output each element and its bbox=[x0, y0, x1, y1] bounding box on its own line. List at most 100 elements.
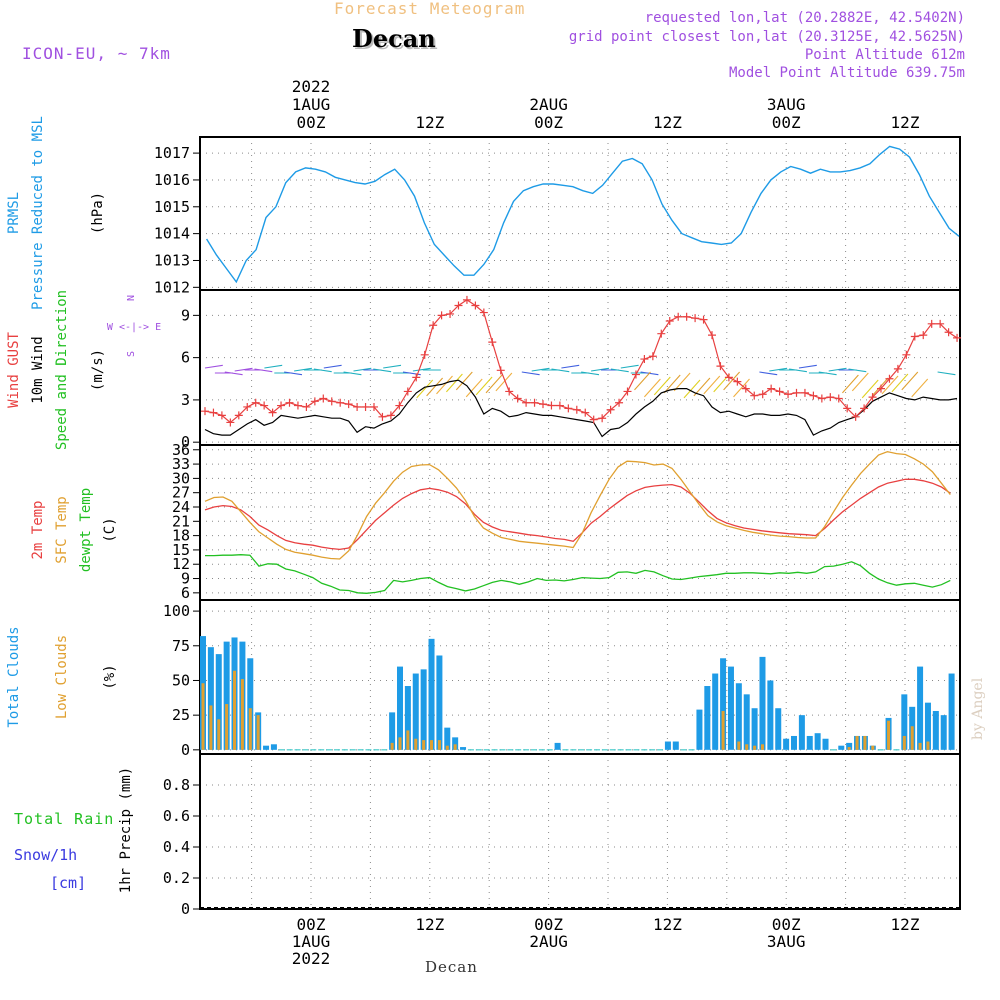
low-cloud-bar bbox=[233, 670, 237, 750]
top-time-label-2-1: 12Z bbox=[415, 113, 444, 132]
temp-2m-series-line bbox=[204, 478, 951, 551]
low-cloud-bar bbox=[437, 740, 441, 750]
precip-legend-unit: [cm] bbox=[50, 874, 86, 892]
top-time-label-1-3: 00Z bbox=[297, 113, 326, 132]
wind-direction-arrow bbox=[937, 371, 956, 376]
top-time-label-5-1: 3AUG bbox=[767, 95, 806, 114]
total-cloud-bar bbox=[207, 647, 214, 750]
panel5-ytick-label-5: 0.8 bbox=[163, 776, 190, 794]
panel3-ytick-label-10: 33 bbox=[172, 455, 190, 473]
wind-direction-arrow bbox=[521, 371, 540, 376]
panel4-axis-label-1: Total Clouds bbox=[6, 626, 22, 727]
low-cloud-bar bbox=[414, 738, 418, 750]
low-cloud-bar bbox=[863, 735, 867, 750]
panel1-axis-label-3: (hPa) bbox=[90, 192, 106, 234]
wind-direction-arrow bbox=[653, 376, 671, 396]
wind-direction-arrow bbox=[798, 364, 817, 369]
wind-direction-arrow bbox=[703, 375, 721, 395]
panel3-ytick-label-7: 24 bbox=[172, 498, 190, 516]
panel3-ytick-label-11: 36 bbox=[172, 441, 190, 459]
bottom-time-label-5-1: 00Z bbox=[772, 915, 801, 934]
total-cloud-bar bbox=[720, 658, 727, 750]
panel4-frame bbox=[199, 599, 961, 755]
total-cloud-bar bbox=[791, 735, 797, 750]
total-cloud-bar bbox=[735, 683, 742, 750]
panel2-ytick-label-3: 6 bbox=[181, 349, 190, 367]
forecast-title: Forecast Meteogram bbox=[334, 0, 526, 18]
panel1-axis-label-2: Pressure Reduced to MSL bbox=[30, 116, 46, 310]
total-cloud-bar bbox=[917, 666, 924, 750]
panel5-ytick-label-4: 0.6 bbox=[163, 807, 190, 825]
total-cloud-bar bbox=[696, 709, 703, 750]
total-cloud-bar bbox=[822, 738, 829, 750]
wind-direction-arrow bbox=[224, 371, 243, 376]
panel3-ytick-label-5: 18 bbox=[172, 527, 190, 545]
total-cloud-bar bbox=[672, 741, 679, 750]
panel3-frame bbox=[199, 444, 961, 601]
low-cloud-bar bbox=[926, 741, 930, 750]
panel2-axis-label-1: Wind GUST bbox=[6, 332, 22, 408]
top-time-label-6-1: 12Z bbox=[891, 113, 920, 132]
wind-direction-arrow bbox=[723, 371, 741, 391]
wind-direction-arrow bbox=[591, 367, 609, 372]
model-label: ICON-EU, ~ 7km bbox=[22, 44, 171, 63]
wind-gust-point bbox=[953, 333, 962, 342]
wind-direction-arrow bbox=[911, 378, 929, 398]
low-cloud-bar bbox=[453, 744, 457, 750]
total-cloud-bar bbox=[215, 654, 222, 750]
low-cloud-bar bbox=[406, 730, 410, 750]
wind-direction-arrow bbox=[683, 379, 701, 399]
wind-direction-arrow bbox=[634, 371, 651, 391]
wind-direction-arrow bbox=[818, 371, 837, 376]
bottom-time-label-2-1: 12Z bbox=[415, 915, 444, 934]
low-cloud-bar bbox=[910, 726, 914, 750]
low-cloud-bar bbox=[745, 744, 749, 750]
panel2-ytick-label-4: 9 bbox=[181, 306, 190, 324]
wind-direction-arrow bbox=[620, 364, 639, 369]
wind-direction-arrow bbox=[313, 368, 332, 373]
wind-direction-arrow bbox=[485, 374, 503, 394]
total-cloud-bar bbox=[901, 694, 908, 750]
wind-direction-arrow bbox=[373, 368, 392, 373]
panel5-frame bbox=[199, 753, 961, 910]
total-cloud-bar bbox=[452, 737, 459, 750]
total-cloud-bar bbox=[751, 708, 758, 750]
low-cloud-bar bbox=[887, 720, 891, 750]
bottom-time-label-4-1: 12Z bbox=[653, 915, 682, 934]
panel2-frame bbox=[199, 289, 961, 446]
total-cloud-bar bbox=[806, 735, 813, 750]
compass-south-label: S bbox=[126, 351, 137, 357]
wind-direction-arrow bbox=[531, 367, 550, 372]
panel4-ytick-label-3: 50 bbox=[172, 671, 190, 689]
low-cloud-bar bbox=[209, 705, 213, 750]
bottom-time-label-5-2: 3AUG bbox=[767, 932, 806, 951]
panel1-axis-label-1: PRMSL bbox=[6, 192, 22, 234]
low-cloud-bar bbox=[760, 744, 764, 750]
wind-direction-arrow bbox=[901, 371, 919, 391]
panel1-ytick-label-4: 1015 bbox=[154, 198, 190, 216]
panel4-ytick-label-2: 25 bbox=[172, 706, 190, 724]
point-altitude: Point Altitude 612m bbox=[804, 47, 965, 63]
wind-direction-arrow bbox=[673, 372, 691, 392]
low-cloud-bar bbox=[248, 708, 252, 750]
wind-direction-arrow bbox=[828, 367, 847, 372]
total-cloud-bar bbox=[404, 686, 411, 750]
total-cloud-bar bbox=[247, 658, 254, 750]
wind-direction-arrow bbox=[663, 374, 681, 394]
wind-direction-arrow bbox=[465, 378, 483, 398]
wind-direction-arrow bbox=[353, 367, 372, 372]
low-cloud-bar bbox=[918, 742, 922, 750]
low-cloud-bar bbox=[422, 740, 426, 750]
panel2-ytick-label-2: 3 bbox=[181, 391, 190, 409]
low-cloud-bar bbox=[721, 710, 725, 750]
temp-sfc-series-line bbox=[204, 451, 951, 560]
wind-direction-arrow bbox=[323, 364, 342, 369]
wind-direction-arrow bbox=[581, 371, 600, 376]
total-cloud-bar bbox=[704, 686, 711, 750]
wind-direction-arrow bbox=[254, 368, 273, 373]
panel4-ytick-label-1: 0 bbox=[181, 741, 190, 759]
wind-direction-arrow bbox=[294, 367, 312, 372]
wind-direction-arrow bbox=[733, 378, 750, 398]
